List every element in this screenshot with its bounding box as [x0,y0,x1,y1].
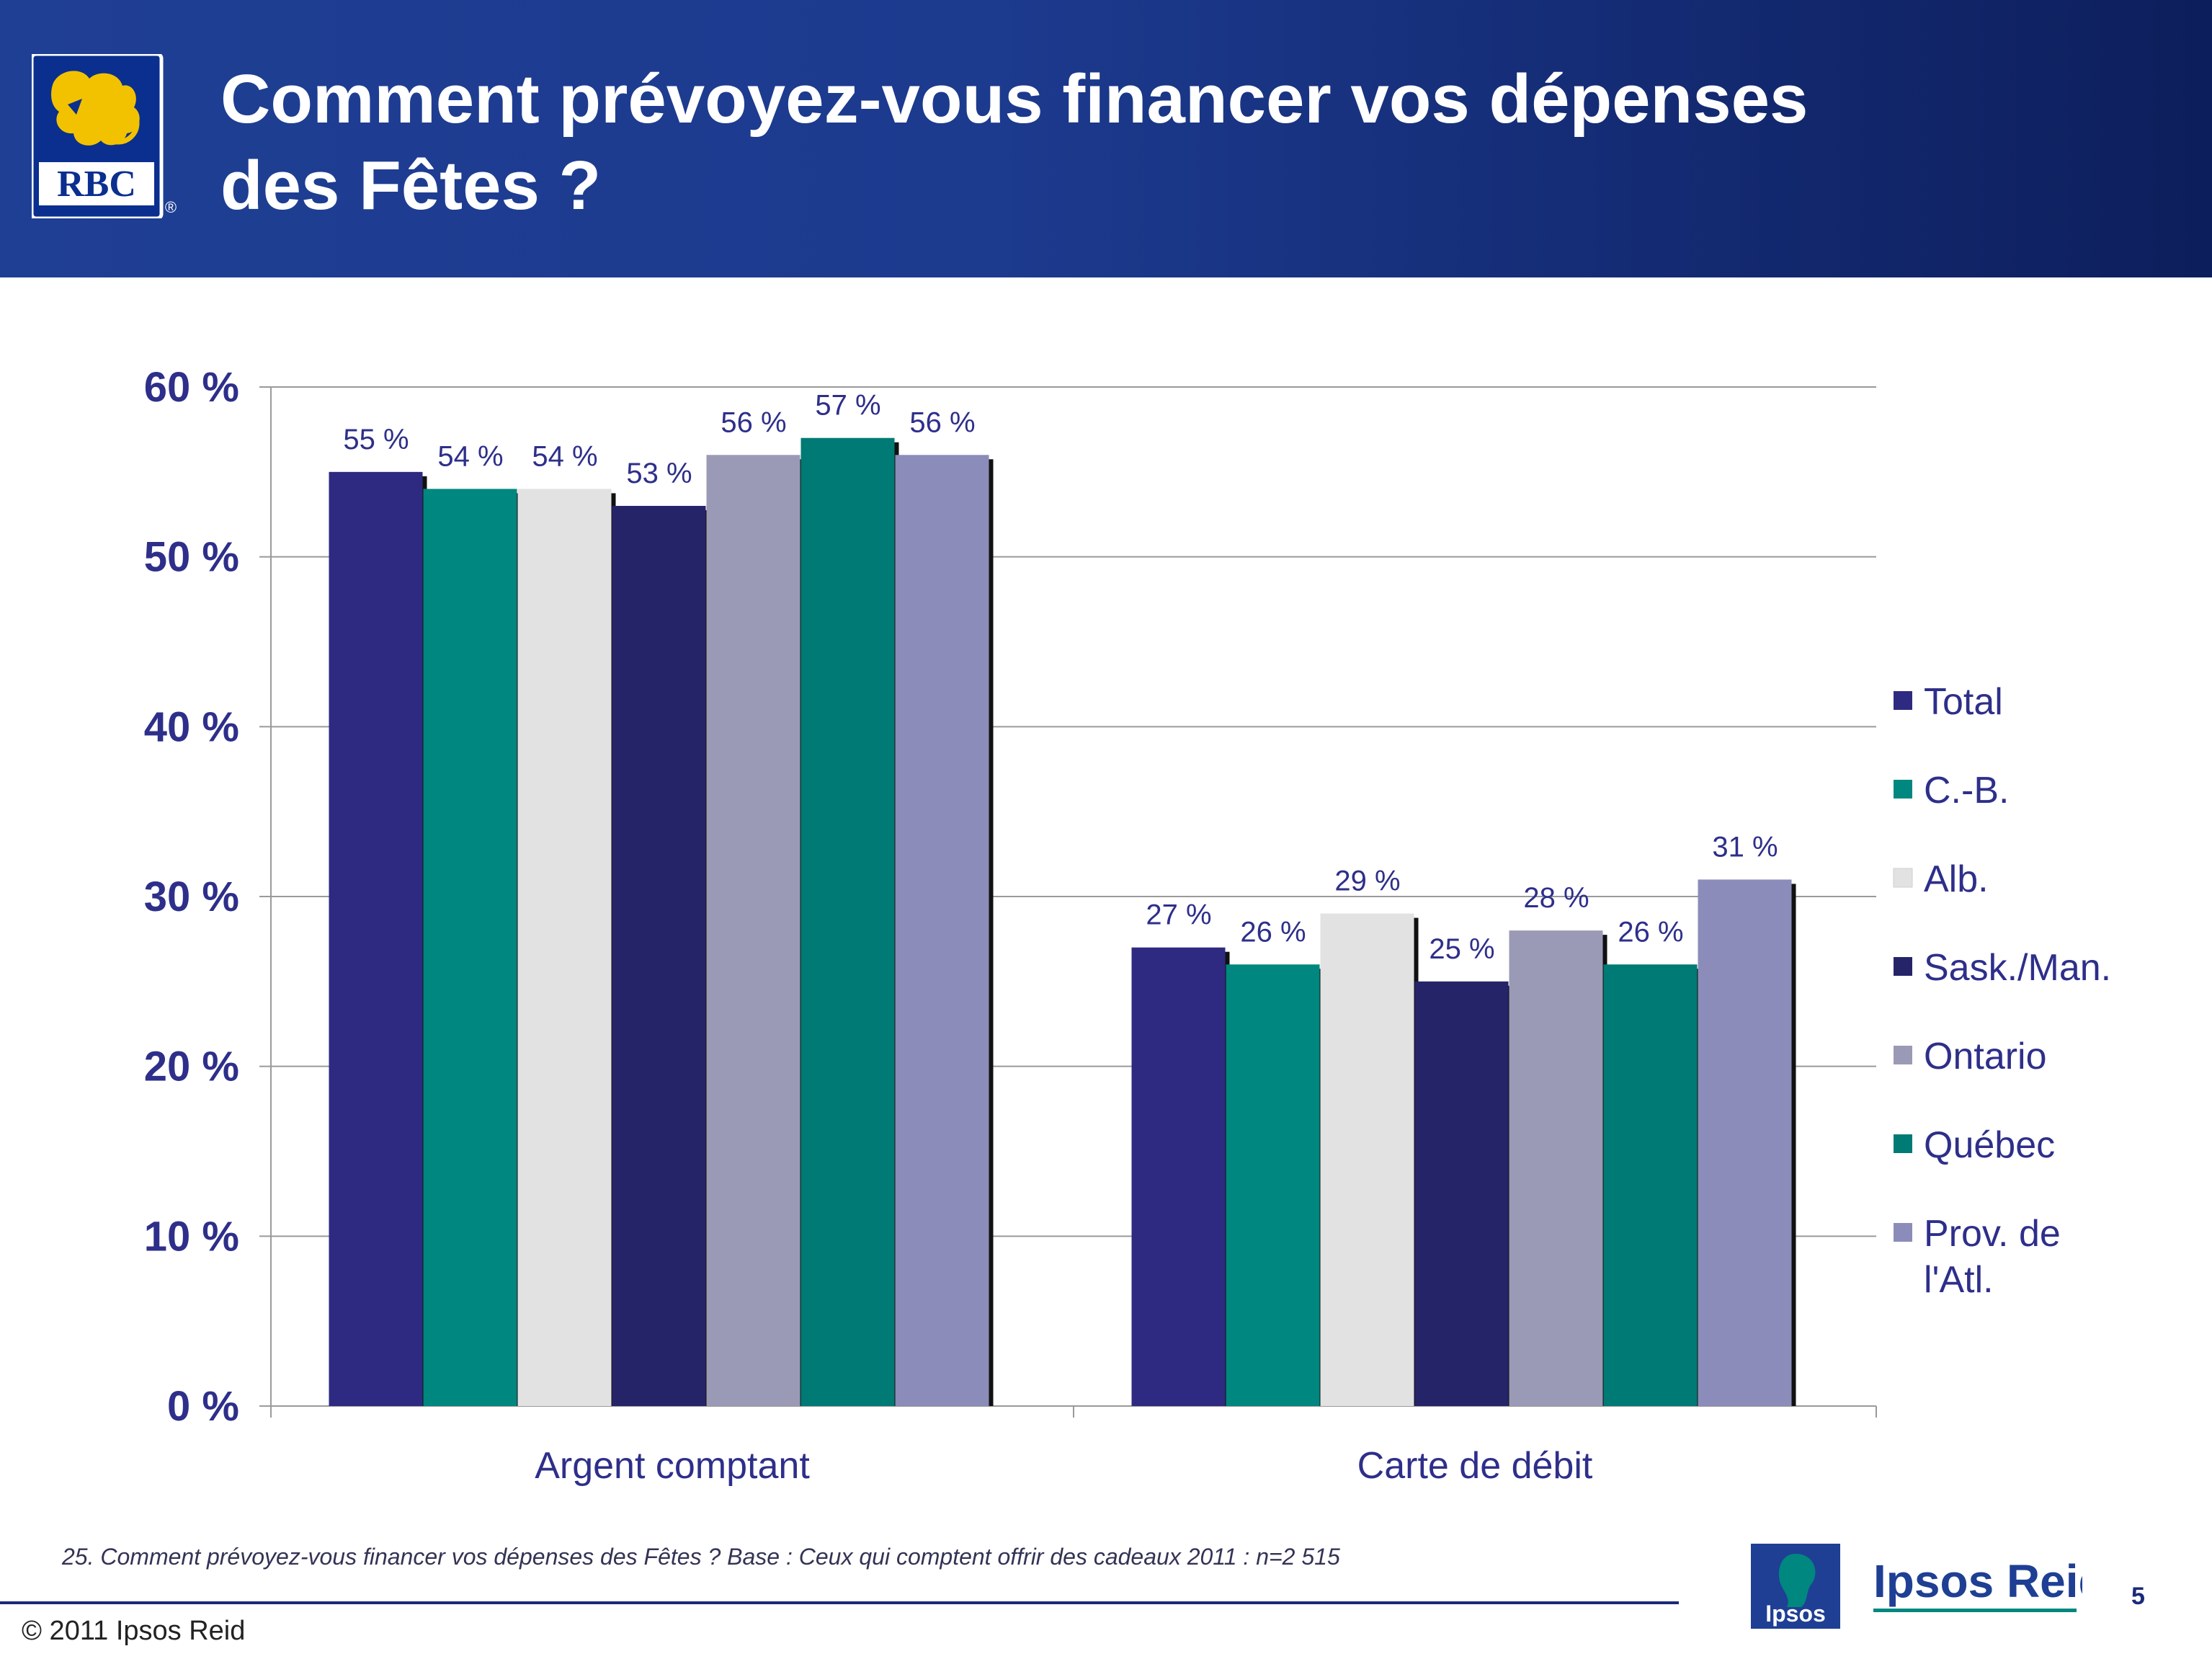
ipsos-reid-text: Ipsos Reid [1873,1555,2082,1607]
legend-label-ontario: Ontario [1924,1036,2047,1077]
legend-swatch-qu-bec [1894,1134,1912,1153]
data-label: 54 % [532,440,597,472]
bar-sask-man-carte-de-d-bit [1414,981,1509,1406]
bar-ontario-carte-de-d-bit [1509,930,1603,1406]
legend-label-prov-de-l-atl: Prov. de [1924,1213,2061,1255]
data-label: 27 % [1146,899,1211,931]
logo-text: RBC [57,164,136,205]
bar-qu-bec-carte-de-d-bit [1603,964,1698,1406]
data-label: 31 % [1712,831,1778,863]
bar-total-argent-comptant [329,471,423,1406]
data-label: 57 % [815,390,880,422]
legend-swatch-total [1894,691,1912,710]
data-label: 25 % [1429,933,1494,965]
legend-label-total: Total [1924,681,2003,723]
bar-alb-carte-de-d-bit [1320,913,1414,1406]
data-label: 54 % [437,440,503,472]
x-category-label: Argent comptant [535,1445,810,1487]
y-tick-label: 30 % [144,873,239,920]
title-line-1: Comment prévoyez-vous financer vos dépen… [220,61,1809,138]
data-label: 56 % [909,406,975,438]
bar-chart: 0 % 10 % 20 % 30 % 40 % 50 % 60 % 55 % 54 % 54 % 5… [144,364,2111,1487]
data-label: 28 % [1523,882,1589,914]
data-label: 56 % [721,406,786,438]
registered-mark: ® [165,198,177,216]
bar-sask-man-argent-comptant [612,505,706,1406]
rbc-logo: RBC ® [32,54,177,218]
legend-swatch-sask-man [1894,957,1912,976]
ipsos-small-text: Ipsos [1765,1601,1826,1627]
data-label: 26 % [1618,916,1683,948]
y-tick-label: 10 % [144,1213,239,1260]
footer-divider [0,1601,1679,1604]
data-label: 55 % [343,424,409,455]
legend-swatch-alb [1893,868,1913,888]
lion-emblem-icon [51,71,140,146]
y-tick-label: 40 % [144,703,239,750]
legend-label-sask-man: Sask./Man. [1924,947,2111,989]
footnote: 25. Comment prévoyez-vous financer vos d… [62,1544,1340,1570]
y-tick-label: 0 % [167,1383,239,1430]
legend-label-alb: Alb. [1924,858,1989,900]
legend-label-prov-de-l-atl: l'Atl. [1924,1259,1994,1301]
bar-alb-argent-comptant [517,489,612,1406]
copyright: © 2011 Ipsos Reid [22,1616,246,1646]
data-label: 29 % [1334,866,1400,897]
page-number: 5 [2131,1583,2145,1610]
ipsos-reid-logo: Ipsos Ipsos Reid [1751,1544,2082,1629]
y-tick-label: 50 % [144,534,239,581]
bar-prov-de-l-atl-argent-comptant [895,455,989,1407]
ipsos-head-icon [1778,1554,1816,1607]
x-category-label: Carte de débit [1357,1445,1593,1487]
slide-header: RBC ® Comment prévoyez-vous financer vos… [0,0,2212,277]
data-label: 26 % [1240,916,1306,948]
y-tick-label: 20 % [144,1044,239,1090]
bar-ontario-argent-comptant [706,455,800,1407]
legend-label-c-b: C.-B. [1924,770,2009,811]
bar-total-carte-de-d-bit [1131,947,1226,1406]
legend-swatch-prov-de-l-atl [1894,1223,1912,1242]
bar-c-b-argent-comptant [423,489,517,1406]
page-title: Comment prévoyez-vous financer vos dépen… [220,56,2166,229]
bar-qu-bec-argent-comptant [800,437,895,1407]
legend-swatch-c-b [1894,780,1912,799]
y-tick-label: 60 % [144,364,239,411]
title-line-2: des Fêtes ? [220,147,602,224]
legend-swatch-ontario [1894,1046,1912,1064]
legend-label-qu-bec: Québec [1924,1124,2055,1166]
bar-c-b-carte-de-d-bit [1226,964,1320,1406]
data-label: 53 % [626,458,692,489]
bar-prov-de-l-atl-carte-de-d-bit [1698,879,1792,1406]
